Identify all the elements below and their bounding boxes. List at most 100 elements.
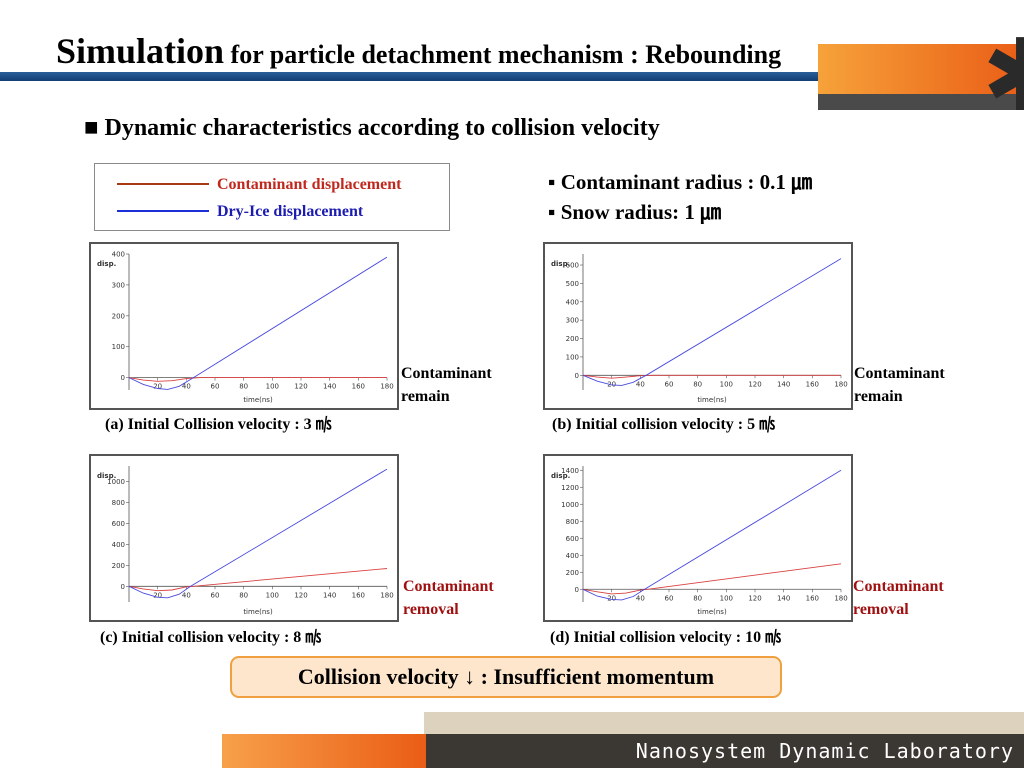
- parameter-list: ▪ Contaminant radius : 0.1 ㎛ ▪ Snow radi…: [548, 167, 812, 227]
- x-tick-label: 180: [380, 591, 393, 599]
- x-tick-label: 20: [153, 383, 162, 391]
- legend-box: Contaminant displacement Dry-Ice displac…: [94, 163, 450, 231]
- plot-c-svg: 0 200 400 600 800 1000 20 40 60 80 100 120 140 160 180…: [91, 456, 397, 620]
- section-heading: ■ Dynamic characteristics according to c…: [84, 115, 660, 141]
- x-tick-label: 140: [777, 380, 790, 388]
- x-tick-label: 60: [211, 591, 220, 599]
- footer-lab-name: Nanosystem Dynamic Laboratory: [635, 739, 1014, 763]
- logo-gray-band: [818, 94, 1024, 110]
- y-tick-label: 0: [575, 586, 579, 594]
- footer-orange-band: [222, 734, 426, 768]
- plot-c: 0 200 400 600 800 1000 20 40 60 80 100 120 140 160 180…: [89, 454, 399, 622]
- plot-a-svg: 0 100 200 300 400 20 40 60 80 100 120 140 160 180 time…: [91, 244, 397, 408]
- contaminant-displacement-line: [582, 563, 842, 595]
- y-tick-label: 400: [112, 541, 125, 549]
- x-axis-label: time(ns): [243, 396, 273, 404]
- footer-dark-band: [426, 734, 1024, 768]
- y-tick-label: 400: [566, 298, 579, 306]
- plot-background: [91, 244, 397, 408]
- legend-dryice-line: [117, 210, 209, 212]
- title-rest: for particle detachment mechanism : Rebo…: [224, 40, 782, 69]
- footer-beige-band: [424, 712, 1024, 734]
- outcome-b-line2: remain: [854, 388, 903, 405]
- snow-radius: ▪ Snow radius: 1 ㎛: [548, 200, 722, 224]
- x-tick-label: 140: [323, 591, 336, 599]
- plot-b: 0 100 200 300 400 500 600 20 40 60 80 100 120 140 160 1…: [543, 242, 853, 410]
- x-tick-label: 80: [239, 383, 248, 391]
- y-tick-label: 400: [112, 251, 125, 259]
- outcome-a-line1: Contaminant: [401, 365, 492, 382]
- y-tick-label: 600: [112, 520, 125, 528]
- x-tick-label: 40: [636, 380, 645, 388]
- y-tick-label: 800: [566, 518, 579, 526]
- caption-c: (c) Initial collision velocity : 8 ㎧: [100, 629, 322, 646]
- y-tick-label: 1000: [107, 478, 125, 486]
- y-tick-label: 1200: [561, 484, 579, 492]
- y-axis-label: disp.: [551, 472, 570, 480]
- x-tick-label: 100: [266, 383, 279, 391]
- x-tick-label: 100: [720, 594, 733, 602]
- contaminant-displacement-line: [128, 568, 388, 592]
- caption-b: (b) Initial collision velocity : 5 ㎧: [552, 416, 776, 433]
- x-tick-label: 40: [636, 594, 645, 602]
- x-tick-label: 180: [834, 594, 847, 602]
- y-tick-label: 100: [112, 343, 125, 351]
- x-axis-label: time(ns): [697, 608, 727, 616]
- x-tick-label: 100: [720, 380, 733, 388]
- y-tick-label: 200: [566, 335, 579, 343]
- x-tick-label: 60: [665, 380, 674, 388]
- x-tick-label: 160: [806, 594, 819, 602]
- y-axis-label: disp.: [551, 260, 570, 268]
- plot-d-svg: 0 200 400 600 800 1000 1200 1400 20 40 60 80 100 120 1…: [545, 456, 851, 620]
- dryice-displacement-line: [128, 468, 388, 599]
- x-tick-label: 80: [693, 594, 702, 602]
- x-axis-label: time(ns): [697, 396, 727, 404]
- caption-d: (d) Initial collision velocity : 10 ㎧: [550, 629, 782, 646]
- title-underline-bar: [0, 72, 818, 81]
- x-tick-label: 160: [806, 380, 819, 388]
- y-tick-label: 100: [566, 353, 579, 361]
- plot-d: 0 200 400 600 800 1000 1200 1400 20 40 60 80 100 120 1…: [543, 454, 853, 622]
- outcome-a-line2: remain: [401, 388, 450, 405]
- y-tick-label: 300: [112, 281, 125, 289]
- y-tick-label: 0: [575, 372, 579, 380]
- outcome-c-line1: Contaminant: [403, 578, 494, 595]
- conclusion-box: Collision velocity ↓ : Insufficient mome…: [230, 656, 782, 698]
- x-tick-label: 20: [607, 594, 616, 602]
- x-tick-label: 120: [748, 594, 761, 602]
- dryice-displacement-line: [582, 258, 842, 386]
- page-title: Simulation for particle detachment mecha…: [56, 30, 781, 72]
- outcome-d-line1: Contaminant: [853, 578, 944, 595]
- x-axis-label: time(ns): [243, 608, 273, 616]
- outcome-b: Contaminant remain: [854, 362, 945, 408]
- x-tick-label: 80: [693, 380, 702, 388]
- x-tick-label: 60: [211, 383, 220, 391]
- y-tick-label: 800: [112, 499, 125, 507]
- y-tick-label: 600: [566, 535, 579, 543]
- contaminant-displacement-line: [582, 374, 841, 379]
- x-tick-label: 120: [294, 591, 307, 599]
- dryice-displacement-line: [128, 256, 388, 390]
- y-axis-label: disp.: [97, 472, 116, 480]
- y-tick-label: 200: [112, 312, 125, 320]
- dryice-displacement-line: [582, 469, 842, 601]
- outcome-b-line1: Contaminant: [854, 365, 945, 382]
- x-tick-label: 40: [182, 383, 191, 391]
- x-tick-label: 60: [665, 594, 674, 602]
- y-tick-label: 200: [112, 562, 125, 570]
- y-tick-label: 500: [566, 280, 579, 288]
- x-tick-label: 160: [352, 591, 365, 599]
- x-tick-label: 120: [748, 380, 761, 388]
- plot-b-svg: 0 100 200 300 400 500 600 20 40 60 80 100 120 140 160 1…: [545, 244, 851, 408]
- x-tick-label: 100: [266, 591, 279, 599]
- outcome-c: Contaminant removal: [403, 575, 494, 621]
- asterisk-logo-icon: ✱: [982, 17, 1024, 134]
- caption-a: (a) Initial Collision velocity : 3 ㎧: [105, 416, 332, 433]
- x-tick-label: 180: [834, 380, 847, 388]
- y-tick-label: 1000: [561, 501, 579, 509]
- y-tick-label: 0: [121, 583, 125, 591]
- contaminant-radius: ▪ Contaminant radius : 0.1 ㎛: [548, 170, 813, 194]
- y-tick-label: 0: [121, 374, 125, 382]
- outcome-c-line2: removal: [403, 601, 459, 618]
- y-tick-label: 300: [566, 317, 579, 325]
